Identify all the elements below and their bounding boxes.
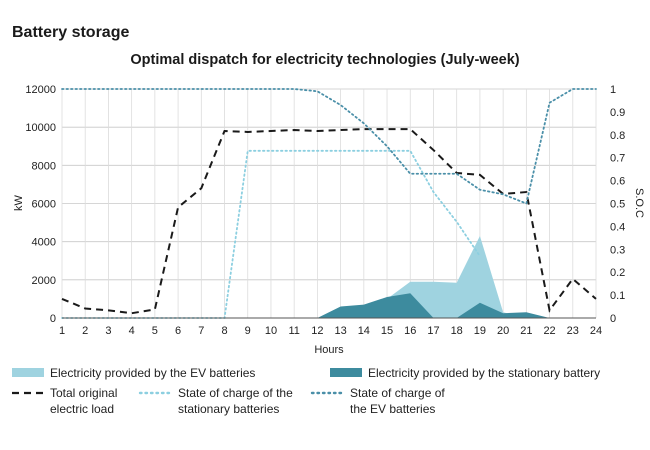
y2-tick-label: 0.7	[610, 153, 625, 165]
x-tick-label: 3	[105, 325, 111, 337]
x-tick-label: 10	[265, 325, 277, 337]
x-tick-label: 20	[497, 325, 509, 337]
legend-label-soc-stationary: stationary batteries	[178, 402, 279, 416]
x-tick-label: 4	[129, 325, 135, 337]
x-tick-label: 12	[311, 325, 323, 337]
y-tick-label: 10000	[25, 122, 56, 134]
y2-tick-label: 0.3	[610, 244, 625, 256]
legend-label-stationary-battery: Electricity provided by the stationary b…	[368, 366, 600, 380]
x-tick-label: 21	[520, 325, 532, 337]
legend-swatch-stationary-battery	[330, 368, 362, 377]
x-tick-label: 22	[543, 325, 555, 337]
y-axis-label: kW	[13, 194, 25, 211]
x-tick-label: 18	[451, 325, 463, 337]
x-tick-label: 17	[427, 325, 439, 337]
x-tick-label: 19	[474, 325, 486, 337]
total-load-line	[61, 128, 597, 315]
y2-tick-label: 0.6	[610, 176, 625, 188]
x-tick-label: 16	[404, 325, 416, 337]
legend-label-soc-stationary: State of charge of the	[178, 386, 293, 400]
soc-ev-line	[61, 88, 597, 205]
x-axis-label: Hours	[314, 344, 344, 356]
x-tick-label: 7	[198, 325, 204, 337]
section-title: Battery storage	[12, 24, 130, 41]
x-tick-label: 11	[288, 325, 299, 337]
y2-tick-label: 0.8	[610, 130, 625, 142]
y-tick-label: 6000	[32, 199, 56, 211]
y2-tick-label: 0.5	[610, 199, 625, 211]
y-tick-label: 4000	[32, 237, 56, 249]
legend-label-soc-ev: the EV batteries	[350, 402, 435, 416]
x-tick-label: 5	[152, 325, 158, 337]
area-series-ev-batteries	[62, 235, 596, 318]
x-tick-label: 6	[175, 325, 181, 337]
y2-axis-label: S.O.C	[633, 188, 645, 218]
x-tick-label: 23	[567, 325, 579, 337]
x-tick-label: 9	[245, 325, 251, 337]
y2-tick-label: 1	[610, 84, 616, 96]
legend-label-total-load: electric load	[50, 402, 114, 416]
legend-swatch-ev-batteries	[12, 368, 44, 377]
x-tick-label: 1	[59, 325, 65, 337]
legend-label-total-load: Total original	[50, 386, 117, 400]
x-tick-label: 24	[590, 325, 602, 337]
y2-tick-label: 0.4	[610, 221, 625, 233]
y2-tick-label: 0	[610, 313, 616, 325]
x-tick-label: 15	[381, 325, 393, 337]
x-tick-label: 8	[221, 325, 227, 337]
y-tick-label: 8000	[32, 160, 56, 172]
chart-title: Optimal dispatch for electricity technol…	[130, 52, 520, 68]
x-tick-label: 14	[358, 325, 370, 337]
legend-label-ev-batteries: Electricity provided by the EV batteries	[50, 366, 255, 380]
legend-label-soc-ev: State of charge of	[350, 386, 445, 400]
x-tick-label: 2	[82, 325, 88, 337]
y2-tick-label: 0.1	[610, 290, 625, 302]
y-tick-label: 2000	[32, 275, 56, 287]
y-tick-label: 0	[50, 313, 56, 325]
area-series-stationary-battery	[62, 293, 596, 318]
x-tick-label: 13	[334, 325, 346, 337]
y-tick-label: 12000	[25, 84, 56, 96]
y2-tick-label: 0.2	[610, 267, 625, 279]
y2-tick-label: 0.9	[610, 107, 625, 119]
